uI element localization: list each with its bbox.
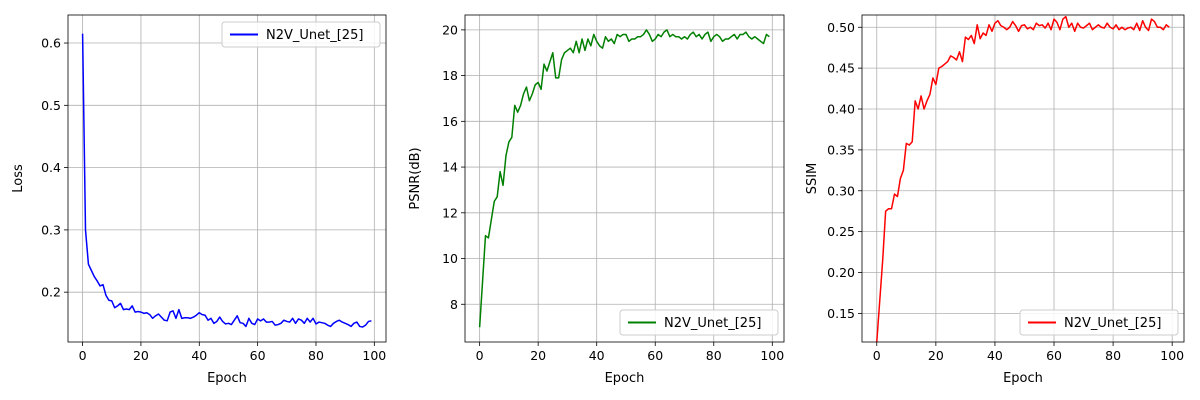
y-axis-label: PSNR(dB) [408,147,423,209]
axes-frame [464,14,785,343]
series-line [81,33,372,328]
legend-box [1019,309,1179,336]
legend: N2V_Unet_[25] [221,21,381,48]
y-tick-label: 0.2 [41,285,61,300]
legend-box [221,21,381,48]
x-axis-label: Epoch [207,371,247,386]
x-tick-label: 60 [250,348,266,363]
y-tick-label: 0.15 [827,306,855,321]
y-tick-label: 18 [442,68,458,83]
y-tick-label: 10 [442,251,458,266]
legend-box [619,309,779,336]
y-axis-label: SSIM [805,163,820,195]
y-tick-label: 20 [442,22,458,37]
y-tick-label: 0.4 [41,160,61,175]
plot-area [68,15,386,342]
y-tick-label: 12 [442,205,458,220]
y-tick-label: 8 [450,297,458,312]
y-tick-label: 0.20 [827,265,855,280]
series-line [876,15,1170,343]
x-tick-label: 60 [647,348,663,363]
x-tick-label: 0 [79,348,87,363]
y-tick-label: 0.6 [41,36,61,51]
legend: N2V_Unet_[25] [619,309,779,336]
axes-frame [861,14,1185,343]
legend-label: N2V_Unet_[25] [1064,316,1161,331]
y-axis-label: Loss [11,164,26,193]
x-tick-label: 100 [362,348,386,363]
x-tick-label: 40 [987,348,1003,363]
y-tick-label: 0.50 [827,20,855,35]
x-tick-label: 60 [1046,348,1062,363]
x-tick-label: 80 [706,348,722,363]
x-tick-label: 20 [928,348,944,363]
y-tick-label: 0.5 [41,98,61,113]
y-tick-label: 0.3 [41,222,61,237]
x-tick-label: 100 [760,348,784,363]
x-tick-label: 20 [530,348,546,363]
x-tick-label: 100 [1160,348,1184,363]
x-tick-label: 40 [191,348,207,363]
series-line [478,29,770,328]
x-tick-label: 0 [476,348,484,363]
plot-area [862,15,1184,342]
axes-frame [67,14,387,343]
y-tick-label: 0.35 [827,142,855,157]
y-tick-label: 0.40 [827,102,855,117]
y-tick-label: 16 [442,114,458,129]
x-tick-label: 80 [308,348,324,363]
ssim-chart: 0 20 40 60 80 100 0.15 0.20 0.25 0.30 0.35 0.40 0.45… [805,14,1185,386]
plot-area [465,15,784,342]
legend-label: N2V_Unet_[25] [664,316,761,331]
x-tick-label: 20 [133,348,149,363]
x-axis-label: Epoch [605,371,645,386]
y-tick-label: 0.25 [827,224,855,239]
loss-chart: 0 20 40 60 80 100 0.2 0.3 0.4 0.5 0.6 Epoch Loss N2V_… [11,14,387,386]
legend-label: N2V_Unet_[25] [266,28,363,43]
y-tick-label: 14 [442,160,458,175]
x-tick-label: 80 [1105,348,1121,363]
x-tick-label: 40 [589,348,605,363]
x-axis-label: Epoch [1003,371,1043,386]
psnr-chart: 0 20 40 60 80 100 8 10 12 14 16 18 20 Epoch PSNR(dB) N2… [408,14,785,386]
legend: N2V_Unet_[25] [1019,309,1179,336]
y-tick-label: 0.45 [827,61,855,76]
y-tick-label: 0.30 [827,183,855,198]
x-tick-label: 0 [873,348,881,363]
